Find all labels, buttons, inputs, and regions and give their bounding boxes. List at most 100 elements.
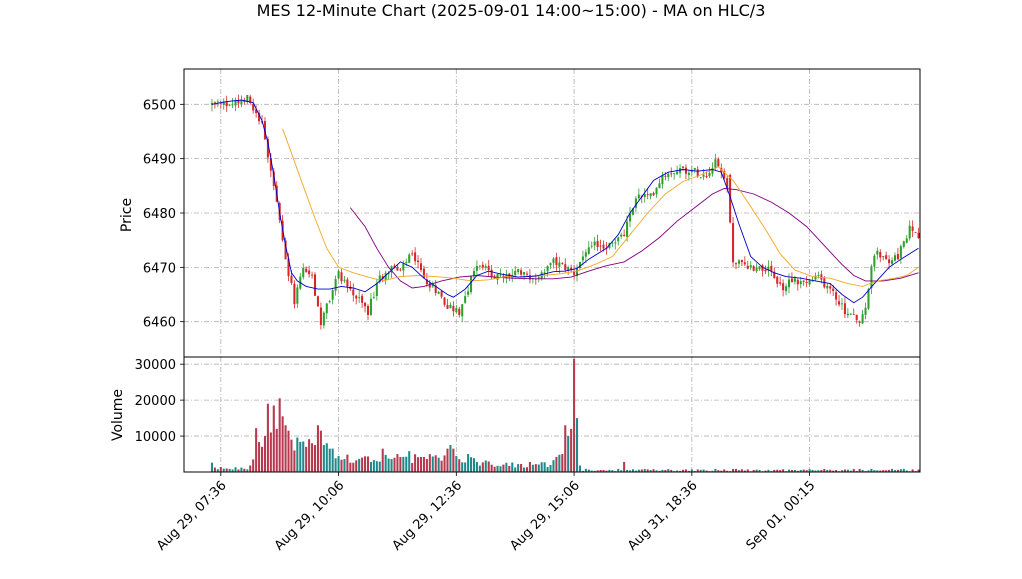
volume-bar [316, 425, 319, 472]
candle-body [372, 296, 375, 298]
volume-bar [829, 469, 832, 472]
volume-bar [808, 469, 811, 472]
volume-bar [334, 458, 337, 472]
volume-bar [349, 462, 352, 472]
candle-body [578, 261, 581, 269]
volume-bar [431, 456, 434, 472]
volume-bar [484, 460, 487, 472]
candle-body [302, 267, 305, 278]
candle-body [905, 238, 908, 243]
volume-bar [867, 470, 870, 472]
volume-bar [599, 469, 602, 472]
candle-body [785, 286, 788, 292]
volume-bar [905, 470, 908, 472]
candle-body [269, 158, 272, 171]
candle-body [249, 96, 252, 103]
volume-bar [896, 469, 899, 472]
candle-body [402, 263, 405, 271]
candle-body [467, 291, 470, 295]
candle-body [637, 194, 640, 199]
candle-body [717, 159, 720, 167]
candle-body [855, 314, 858, 321]
candle-body [361, 295, 364, 303]
volume-bar [885, 470, 888, 472]
volume-bar [287, 430, 290, 472]
volume-bar [911, 469, 914, 472]
volume-bar [419, 457, 423, 472]
candle-body [870, 266, 873, 288]
volume-bar [246, 469, 249, 472]
candle-body [917, 232, 920, 239]
volume-bar [626, 469, 629, 472]
ma-slow-line [349, 188, 919, 289]
volume-bar [679, 470, 682, 472]
candle-body [732, 223, 735, 263]
candle-body [564, 264, 567, 270]
candle-body [520, 270, 523, 275]
candle-body [369, 298, 372, 315]
candle-body [599, 245, 602, 247]
volume-bar [281, 416, 284, 472]
volume-bar [275, 428, 278, 472]
volume-bar [496, 465, 499, 472]
candle-body [528, 275, 531, 280]
volume-bar [643, 469, 646, 472]
candle-body [272, 171, 275, 186]
candle-body [796, 279, 799, 285]
candle-body [808, 280, 811, 285]
candle-body [643, 194, 646, 198]
candle-body [319, 307, 322, 325]
volume-bar [258, 442, 261, 472]
volume-bar [243, 468, 246, 472]
candle-body [558, 262, 561, 267]
volume-bar [408, 451, 411, 472]
volume-bar [252, 459, 255, 472]
candle-body [428, 282, 431, 288]
volume-bar [717, 470, 720, 472]
volume-tick-label: 20000 [135, 394, 176, 409]
volume-bar [608, 469, 611, 472]
volume-bar [467, 454, 470, 472]
volume-bar [567, 436, 570, 472]
volume-bar [366, 456, 370, 472]
volume-bar [676, 470, 679, 472]
volume-bar [720, 470, 723, 472]
candle-body [484, 266, 487, 268]
volume-bar [493, 466, 496, 472]
candle-body [852, 314, 855, 315]
volume-bar [237, 469, 240, 472]
volume-bar [240, 467, 243, 472]
candle-body [296, 287, 299, 304]
volume-bar [502, 464, 505, 472]
volume-bar [263, 436, 266, 472]
candle-body [867, 289, 870, 309]
ma-mid-line [282, 128, 919, 287]
volume-bar [584, 468, 587, 472]
candle-body [325, 303, 328, 314]
candle-body [723, 170, 726, 179]
volume-bar [705, 470, 708, 472]
candle-body [835, 292, 838, 300]
candle-body [422, 268, 425, 279]
volume-bar [570, 428, 573, 472]
volume-bar [546, 467, 549, 472]
volume-bar [790, 469, 793, 472]
volume-bar [814, 470, 817, 472]
candle-body [461, 304, 464, 317]
volume-bar [531, 464, 534, 472]
price-y-axis: 6460 6470 6480 6490 6500 [143, 98, 184, 331]
volume-bar [540, 462, 543, 472]
candle-body [346, 279, 349, 287]
volume-bar [743, 470, 746, 472]
volume-bar [687, 470, 690, 472]
volume-bar [573, 358, 576, 472]
volume-bar [602, 470, 605, 472]
volume-bar [661, 469, 664, 472]
volume-bar [372, 460, 375, 472]
volume-bar [213, 467, 216, 472]
candle-body [573, 270, 576, 275]
volume-bar [873, 470, 876, 472]
volume-bar [461, 462, 464, 472]
candle-body [849, 313, 852, 315]
